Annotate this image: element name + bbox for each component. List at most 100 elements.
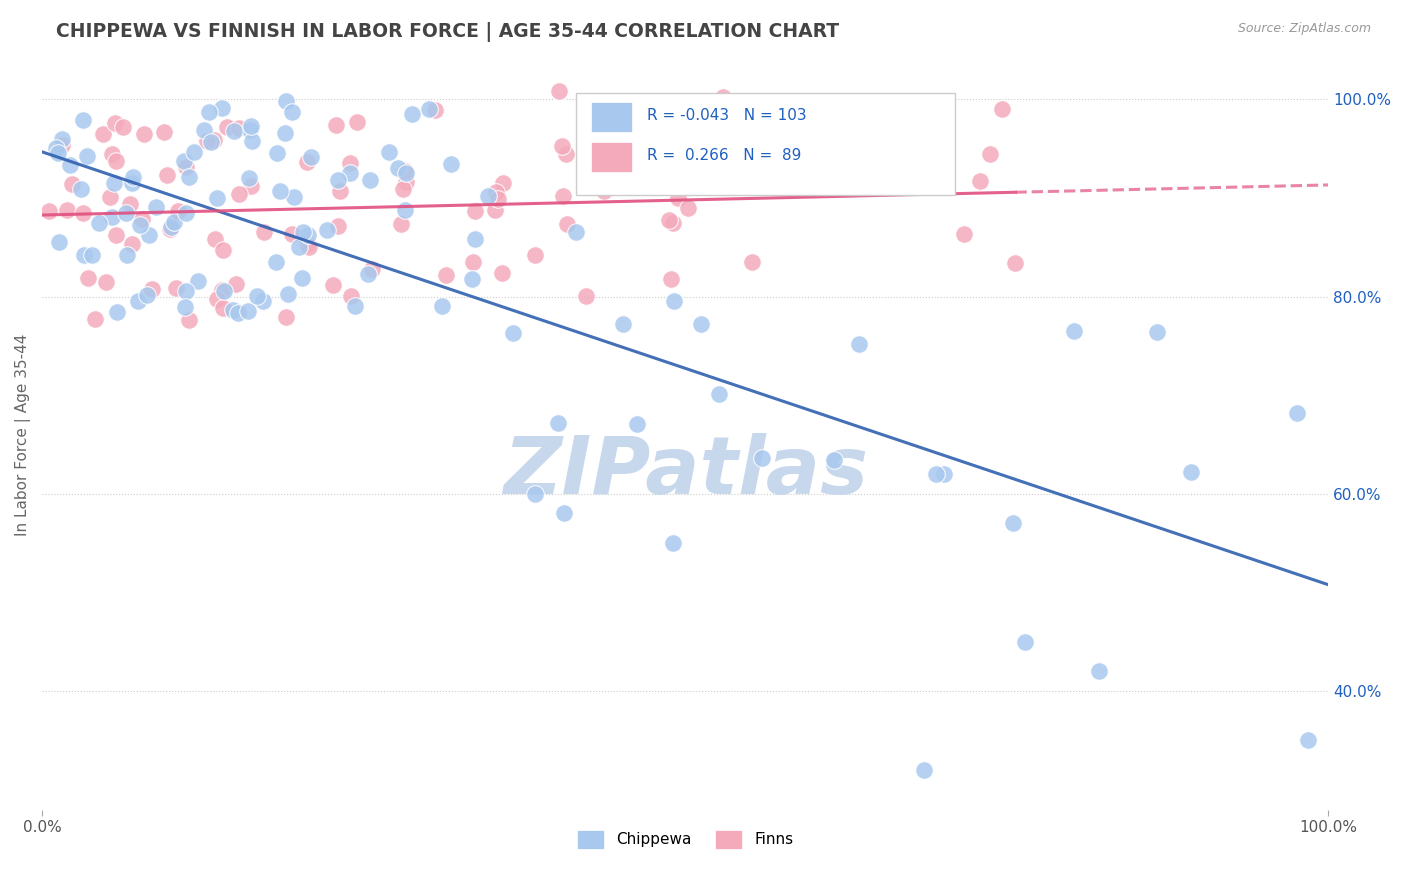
Point [593, 185, 616, 199]
Point [200, 135, 222, 149]
Point [174, 206, 197, 220]
Point [953, 227, 976, 241]
Point [464, 204, 486, 219]
Point [101, 146, 124, 161]
Point [60, 177, 83, 191]
Point [502, 326, 524, 340]
Point [76, 271, 98, 285]
Point [212, 243, 235, 257]
Point [298, 240, 321, 254]
Point [389, 217, 412, 231]
Point [198, 105, 221, 120]
Point [183, 145, 205, 159]
Point [131, 211, 153, 226]
Point [418, 102, 440, 116]
Point [751, 450, 773, 465]
Point [440, 156, 463, 170]
Point [555, 217, 578, 231]
Point [211, 101, 233, 115]
Point [662, 216, 685, 230]
Point [264, 255, 287, 269]
FancyBboxPatch shape [592, 103, 633, 132]
Point [217, 120, 239, 134]
Point [193, 123, 215, 137]
Point [166, 281, 188, 295]
Point [1004, 256, 1026, 270]
Point [288, 240, 311, 254]
Y-axis label: In Labor Force | Age 35-44: In Labor Force | Age 35-44 [15, 334, 31, 536]
Point [211, 301, 233, 315]
Point [51, 132, 73, 146]
Point [1001, 516, 1024, 531]
Point [84, 312, 107, 326]
Point [477, 189, 499, 203]
Point [523, 248, 546, 262]
Point [387, 161, 409, 175]
Point [160, 219, 183, 234]
Text: R = -0.043   N = 103: R = -0.043 N = 103 [647, 108, 806, 123]
Point [91, 128, 114, 142]
Point [72, 206, 94, 220]
Point [159, 222, 181, 236]
Point [1014, 634, 1036, 648]
Point [484, 202, 506, 217]
Point [659, 272, 682, 286]
Point [45, 141, 67, 155]
Point [292, 226, 315, 240]
Point [252, 294, 274, 309]
Point [297, 228, 319, 243]
Point [51, 137, 73, 152]
Point [969, 173, 991, 187]
Point [174, 161, 197, 175]
Point [575, 289, 598, 303]
Point [174, 284, 197, 298]
Point [141, 282, 163, 296]
Point [228, 186, 250, 201]
Point [240, 134, 263, 148]
Point [70, 182, 93, 196]
Point [226, 306, 249, 320]
Point [564, 225, 586, 239]
Point [741, 254, 763, 268]
Text: ZIPatlas: ZIPatlas [502, 434, 868, 511]
Point [128, 218, 150, 232]
Point [346, 115, 368, 129]
Point [221, 303, 243, 318]
Point [395, 175, 418, 189]
Point [340, 289, 363, 303]
Point [281, 227, 304, 241]
Point [55, 203, 77, 218]
Point [434, 268, 457, 283]
Point [135, 288, 157, 302]
Point [1285, 406, 1308, 420]
Point [485, 185, 508, 199]
Point [115, 248, 138, 262]
Point [979, 146, 1001, 161]
Point [121, 237, 143, 252]
Point [274, 126, 297, 140]
Point [59, 158, 82, 172]
Legend: Chippewa, Finns: Chippewa, Finns [571, 824, 800, 855]
Point [214, 284, 236, 298]
Point [662, 293, 685, 308]
Point [551, 188, 574, 202]
Point [269, 185, 291, 199]
Point [711, 90, 734, 104]
Point [80, 248, 103, 262]
Point [666, 190, 689, 204]
Point [127, 293, 149, 308]
Point [392, 182, 415, 196]
Point [73, 248, 96, 262]
Point [297, 237, 319, 252]
FancyBboxPatch shape [592, 142, 633, 172]
Point [361, 262, 384, 277]
Point [1146, 325, 1168, 339]
Text: CHIPPEWA VS FINNISH IN LABOR FORCE | AGE 35-44 CORRELATION CHART: CHIPPEWA VS FINNISH IN LABOR FORCE | AGE… [56, 22, 839, 42]
Point [195, 134, 218, 148]
Point [121, 177, 143, 191]
Point [339, 166, 361, 180]
Point [925, 467, 948, 481]
Point [225, 277, 247, 291]
Point [111, 120, 134, 135]
Point [105, 153, 128, 168]
